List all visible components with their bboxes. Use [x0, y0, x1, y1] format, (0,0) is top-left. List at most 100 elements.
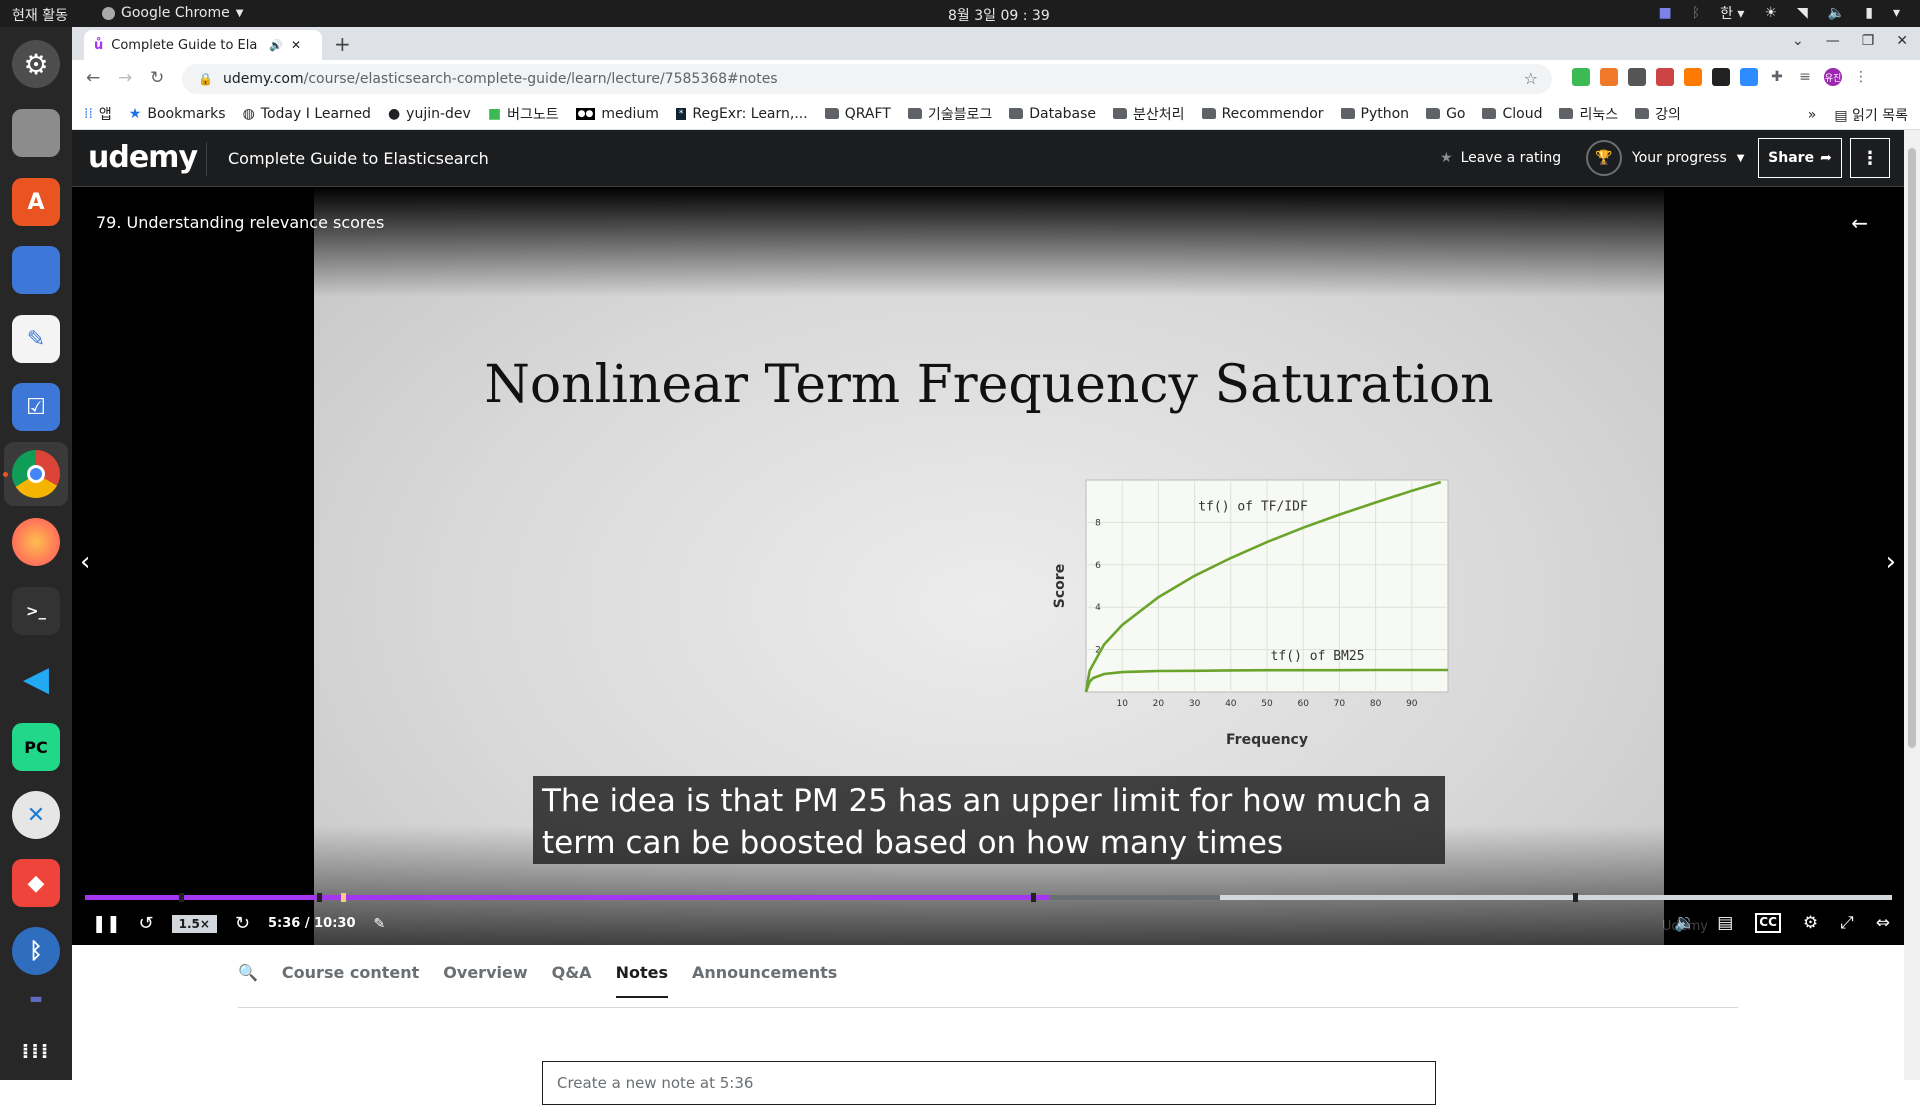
extension-zoom-icon[interactable] [1740, 68, 1758, 86]
captions-icon[interactable]: CC [1755, 913, 1781, 933]
ime-indicator[interactable]: 한 ▾ [1720, 6, 1745, 22]
tasks-icon[interactable]: ☑ [12, 383, 60, 431]
extension-reader-icon[interactable] [1628, 68, 1646, 86]
tab-overview[interactable]: Overview [443, 963, 528, 982]
battery-icon[interactable]: ▮ [1865, 5, 1873, 21]
files-icon[interactable] [12, 109, 60, 157]
extension-orange-icon[interactable] [1600, 68, 1618, 86]
profile-avatar[interactable]: 유진 [1824, 68, 1842, 86]
tab-notes[interactable]: Notes [615, 963, 668, 998]
terminal-icon[interactable]: >_ [12, 587, 60, 635]
add-note-icon[interactable]: ✎ [373, 915, 386, 932]
bookmark-folder-techblog[interactable]: 기술블로그 [907, 104, 992, 124]
bookmark-folder-cloud[interactable]: Cloud [1482, 106, 1542, 122]
show-applications-icon[interactable]: ⁞⁞⁞ [21, 1039, 51, 1063]
progress-bar[interactable] [85, 893, 1892, 902]
bookmark-til[interactable]: ◍ Today I Learned [242, 105, 371, 122]
expand-icon[interactable]: ⇔ [1875, 913, 1890, 933]
extension-sc-icon[interactable] [1684, 68, 1702, 86]
bookmark-medium[interactable]: ●● medium [575, 105, 659, 122]
scrollbar-thumb[interactable] [1908, 148, 1916, 748]
page-scrollbar[interactable] [1904, 130, 1920, 1080]
search-icon[interactable]: 🔍 [238, 963, 258, 982]
puzzle-icon[interactable]: ✚ [1771, 69, 1783, 85]
bookmark-folder-database[interactable]: Database [1009, 106, 1096, 122]
bookmark-bookmarks[interactable]: ★ Bookmarks [128, 105, 226, 122]
bookmark-regexr[interactable]: * RegExr: Learn,... [675, 106, 808, 122]
extension-react-icon[interactable] [1712, 68, 1730, 86]
bookmark-folder-recommendor[interactable]: Recommendor [1201, 106, 1324, 122]
tab-udemy[interactable]: ů Complete Guide to Ela 🔊 ✕ [84, 30, 322, 60]
wifi-icon[interactable]: ◥ [1797, 5, 1808, 21]
bookmark-star-icon[interactable]: ☆ [1523, 69, 1538, 88]
bluetooth-manager-icon[interactable]: ᛒ [12, 927, 60, 975]
transcript-icon[interactable]: ▤ [1717, 913, 1734, 933]
next-lecture-icon[interactable]: › [1885, 547, 1896, 577]
anydesk-icon[interactable]: ◆ [12, 859, 60, 907]
lock-icon[interactable]: 🔒 [198, 72, 213, 86]
create-note-input[interactable]: Create a new note at 5:36 [542, 1061, 1436, 1105]
bookmark-marker[interactable] [1031, 893, 1036, 902]
bluetooth-icon[interactable]: ᛒ [1691, 5, 1701, 21]
bookmark-marker[interactable] [1573, 893, 1578, 902]
bookmark-yujin-dev[interactable]: ● yujin-dev [387, 105, 471, 122]
previous-lecture-icon[interactable]: ‹ [80, 547, 91, 577]
bookmark-marker[interactable] [341, 893, 346, 902]
system-tray[interactable]: ■ ᛒ 한 ▾ ☀ ◥ 🔈 ▮ ▾ [1658, 3, 1900, 23]
rewind-icon[interactable]: ↺ [138, 913, 154, 934]
tab-qa[interactable]: Q&A [551, 963, 592, 982]
vscode-icon[interactable]: ◀ [22, 659, 50, 699]
forward-icon[interactable]: → [118, 68, 133, 88]
tab-course-content[interactable]: Course content [281, 963, 420, 982]
trash-icon[interactable]: ▬ [29, 991, 43, 1007]
fullscreen-icon[interactable]: ⤢ [1840, 913, 1854, 933]
extension-cast-icon[interactable] [1656, 68, 1674, 86]
pycharm-icon[interactable]: PC [12, 723, 60, 771]
restore-icon[interactable]: ❐ [1861, 33, 1875, 49]
tab-close-icon[interactable]: ✕ [290, 38, 302, 52]
bookmark-apps[interactable]: ⁞⁞ 앱 [84, 105, 112, 123]
more-bookmarks-button[interactable]: » [1807, 107, 1817, 123]
video-player[interactable]: Nonlinear Term Frequency Saturation 10 20… [72, 187, 1904, 945]
close-sidebar-arrow-icon[interactable]: ← [1851, 211, 1868, 235]
bookmark-marker[interactable] [317, 893, 322, 902]
chrome-icon[interactable] [12, 450, 60, 498]
forward-icon[interactable]: ↻ [234, 913, 250, 934]
bookmark-folder-qraft[interactable]: QRAFT [824, 106, 891, 122]
udemy-logo[interactable]: udemy [88, 140, 198, 175]
screenshot-icon[interactable] [12, 246, 60, 294]
clock[interactable]: 8월 3일 09 : 39 [948, 8, 1050, 24]
brightness-icon[interactable]: ☀ [1764, 5, 1778, 21]
bookmark-folder-lecture[interactable]: 강의 [1635, 104, 1681, 124]
close-window-icon[interactable]: ✕ [1896, 33, 1908, 49]
settings-icon[interactable]: ⚙ [1802, 913, 1819, 933]
share-button[interactable]: Share ➦ [1758, 138, 1842, 178]
minimize-icon[interactable]: — [1825, 33, 1840, 49]
power-menu-icon[interactable]: ▾ [1892, 5, 1900, 21]
extension-green-icon[interactable] [1572, 68, 1590, 86]
course-title[interactable]: Complete Guide to Elasticsearch [228, 149, 489, 168]
bookmark-folder-distributed[interactable]: 분산처리 [1113, 104, 1185, 124]
your-progress-button[interactable]: 🏆 Your progress ▼ [1586, 140, 1744, 176]
remote-desktop-icon[interactable]: ✕ [12, 791, 60, 839]
playback-speed-button[interactable]: 1.5× [171, 914, 217, 933]
chrome-menu-icon[interactable]: ⋮ [1854, 69, 1868, 85]
settings-icon[interactable]: ⚙ [12, 40, 60, 88]
reload-icon[interactable]: ↻ [150, 68, 165, 88]
more-options-button[interactable]: ⋮ [1850, 138, 1890, 178]
pause-icon[interactable]: ❚❚ [92, 913, 121, 934]
volume-icon[interactable]: 🔉 [1674, 913, 1696, 933]
bookmark-folder-go[interactable]: Go [1426, 106, 1465, 122]
volume-icon[interactable]: 🔈 [1827, 5, 1846, 21]
text-editor-icon[interactable]: ✎ [12, 315, 60, 363]
new-tab-button[interactable]: + [334, 32, 351, 56]
app-menu[interactable]: Google Chrome ▼ [102, 5, 243, 21]
tab-announcements[interactable]: Announcements [691, 963, 838, 982]
bookmark-bugnote[interactable]: ■ 버그노트 [487, 105, 559, 123]
bookmark-folder-python[interactable]: Python [1340, 106, 1409, 122]
tab-search-icon[interactable]: ⌄ [1791, 33, 1804, 49]
bookmark-marker[interactable] [179, 893, 184, 902]
address-bar[interactable]: 🔒 udemy.com /course/elasticsearch-comple… [182, 64, 1552, 94]
bookmark-folder-linux[interactable]: 리눅스 [1559, 104, 1618, 124]
teams-icon[interactable]: ■ [1658, 5, 1672, 21]
